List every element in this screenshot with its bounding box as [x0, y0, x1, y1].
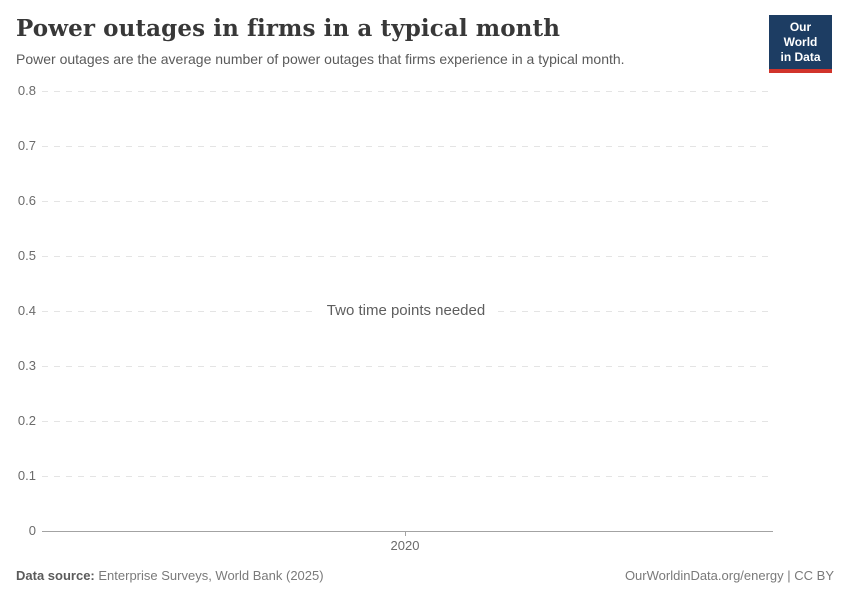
y-axis-tick-label: 0.7 — [17, 138, 36, 153]
x-axis-line — [42, 531, 773, 532]
y-axis-tick-label: 0.1 — [17, 468, 36, 483]
gridline — [42, 256, 770, 257]
chart-title: Power outages in firms in a typical mont… — [16, 15, 561, 42]
gridline — [42, 91, 770, 92]
gridline — [42, 476, 770, 477]
credit-link[interactable]: OurWorldinData.org/energy | CC BY — [624, 568, 834, 583]
empty-state-message: Two time points needed — [42, 302, 770, 319]
y-axis-tick-label: 0.3 — [17, 358, 36, 373]
gridline — [42, 201, 770, 202]
x-axis-tick-mark — [405, 531, 406, 536]
y-axis-tick-label: 0.5 — [17, 248, 36, 263]
chart-footer: Data source: Enterprise Surveys, World B… — [16, 568, 834, 583]
owid-logo[interactable]: Our World in Data — [769, 15, 832, 73]
y-axis-tick-label: 0.4 — [17, 303, 36, 318]
chart-header: Power outages in firms in a typical mont… — [16, 15, 834, 68]
x-axis-tick-label: 2020 — [390, 538, 420, 553]
gridline — [42, 421, 770, 422]
owid-logo-line1: Our World — [783, 20, 818, 49]
data-source: Data source: Enterprise Surveys, World B… — [16, 568, 324, 583]
y-axis-tick-label: 0 — [28, 523, 36, 538]
gridline — [42, 366, 770, 367]
chart-subtitle: Power outages are the average number of … — [16, 50, 625, 67]
owid-logo-line2: in Data — [780, 50, 821, 64]
gridline — [42, 146, 770, 147]
data-source-value[interactable]: Enterprise Surveys, World Bank (2025) — [98, 568, 324, 583]
y-axis-tick-label: 0.6 — [17, 193, 36, 208]
data-source-label: Data source: — [16, 568, 95, 583]
y-axis-tick-label: 0.8 — [17, 83, 36, 98]
y-axis-tick-label: 0.2 — [17, 413, 36, 428]
